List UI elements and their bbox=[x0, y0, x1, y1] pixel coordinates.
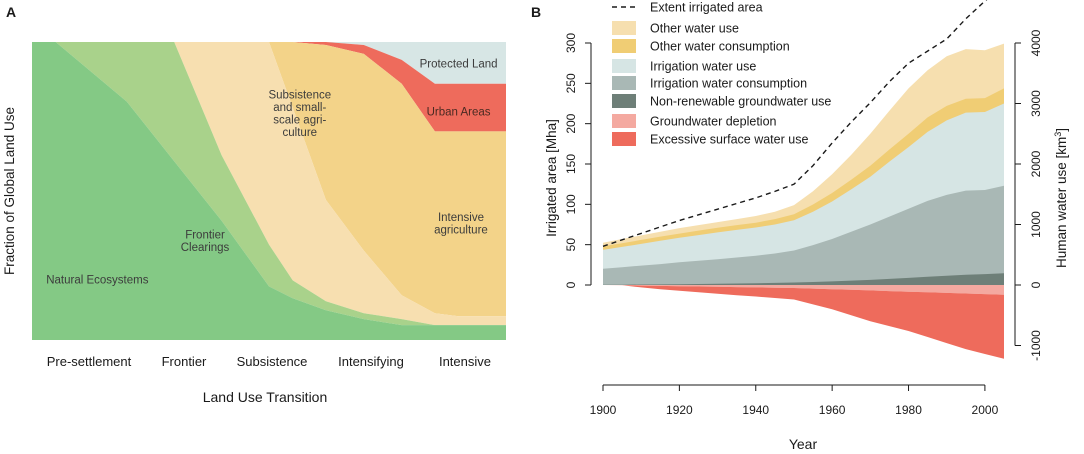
panel-b-right-y-axis-label: Human water use [km3] bbox=[1053, 128, 1069, 268]
region-label-line: culture bbox=[283, 127, 318, 139]
left-y-tick-label: 100 bbox=[564, 194, 578, 214]
panel-a-label: A bbox=[6, 4, 16, 20]
legend-swatch bbox=[612, 39, 636, 53]
right-axis-label-end: ] bbox=[1054, 128, 1069, 132]
region-frontier-area bbox=[32, 42, 506, 326]
legend-swatch bbox=[612, 132, 636, 146]
panel-b-area-layers bbox=[602, 0, 1004, 359]
left-y-tick-label: 200 bbox=[564, 113, 578, 133]
panel-a-area-layers bbox=[32, 42, 506, 340]
region-natural-area bbox=[32, 42, 506, 340]
region-subsistence-area bbox=[32, 42, 506, 326]
x-tick-label: 1940 bbox=[742, 403, 769, 417]
region-label-subsistence: Subsistence and small-scale agri-culture bbox=[268, 90, 331, 139]
legend-label: Irrigation water use bbox=[650, 60, 756, 74]
legend-item-irr_cons: Irrigation water consumption bbox=[612, 76, 807, 91]
legend-swatch bbox=[612, 21, 636, 35]
legend-item-extent: Extent irrigated area bbox=[612, 1, 763, 15]
panel-a-y-axis-label: Fraction of Global Land Use bbox=[2, 107, 17, 275]
region-label-line: Clearings bbox=[181, 242, 230, 254]
legend-swatch bbox=[612, 76, 636, 90]
legend-item-other_use: Other water use bbox=[612, 21, 739, 36]
region-label-line: Urban Areas bbox=[427, 107, 491, 119]
series-area-excess bbox=[603, 285, 1004, 359]
x-tick-label: 1920 bbox=[666, 403, 693, 417]
legend-label: Extent irrigated area bbox=[650, 1, 763, 15]
region-label-line: agriculture bbox=[434, 224, 488, 236]
region-label-line: and small- bbox=[273, 102, 326, 114]
category-label: Intensifying bbox=[338, 354, 404, 369]
series-area-nonrenew bbox=[603, 273, 1004, 285]
region-urban-area bbox=[32, 42, 506, 132]
panel-a-region-labels: Natural Ecosystems Frontier Clearings Subsi… bbox=[46, 58, 497, 286]
region-label-natural: Natural Ecosystems bbox=[46, 274, 149, 286]
region-label-line: Protected Land bbox=[420, 58, 498, 70]
legend-swatch bbox=[612, 94, 636, 108]
region-label-protected: Protected Land bbox=[420, 58, 498, 70]
panel-a-x-axis-label: Land Use Transition bbox=[203, 389, 328, 405]
legend-label: Irrigation water consumption bbox=[650, 77, 807, 91]
right-y-tick-label: -1000 bbox=[1029, 330, 1043, 361]
legend-item-other_cons: Other water consumption bbox=[612, 39, 790, 54]
x-tick-label: 1900 bbox=[590, 403, 617, 417]
region-protected-area bbox=[32, 42, 506, 84]
left-y-tick-label: 300 bbox=[564, 33, 578, 53]
legend-label: Excessive surface water use bbox=[650, 133, 808, 147]
left-y-tick-label: 0 bbox=[564, 281, 578, 288]
region-label-intensive: Intensive agriculture bbox=[434, 212, 488, 237]
right-y-tick-label: 3000 bbox=[1029, 90, 1043, 117]
legend-item-gw_depl: Groundwater depletion bbox=[612, 114, 777, 129]
panel-a-category-labels: Pre-settlement Frontier Subsistence Intensi… bbox=[47, 354, 491, 369]
panel-b-legend: Extent irrigated area Other water use Othe… bbox=[612, 1, 831, 147]
panel-b-x-axis-label: Year bbox=[789, 436, 818, 452]
category-label: Pre-settlement bbox=[47, 354, 132, 369]
left-y-tick-label: 150 bbox=[564, 154, 578, 174]
x-tick-label: 1980 bbox=[895, 403, 922, 417]
series-area-irr_cons bbox=[603, 185, 1004, 285]
region-label-line: Intensive bbox=[438, 212, 484, 224]
legend-label: Non-renewable groundwater use bbox=[650, 95, 831, 109]
left-y-tick-label: 50 bbox=[564, 238, 578, 252]
left-y-tick-label: 250 bbox=[564, 73, 578, 93]
x-tick-label: 1960 bbox=[819, 403, 846, 417]
category-label: Intensive bbox=[439, 354, 491, 369]
panel-b-water-use: B 0 50 100 150 200 250 300 -1000 0 1000 2000 3000 40… bbox=[531, 0, 1069, 452]
region-intensive-area bbox=[32, 42, 506, 317]
legend-swatch bbox=[612, 59, 636, 73]
region-label-urban: Urban Areas bbox=[427, 107, 491, 119]
legend-item-irr_use: Irrigation water use bbox=[612, 59, 756, 74]
right-axis-label-superscript: 3 bbox=[1053, 132, 1063, 137]
region-label-line: Frontier bbox=[185, 230, 225, 242]
series-area-gw_depl bbox=[603, 285, 1004, 295]
right-axis-label-main: Human water use [km bbox=[1054, 137, 1069, 268]
legend-item-excess: Excessive surface water use bbox=[612, 132, 808, 147]
category-label: Subsistence bbox=[237, 354, 308, 369]
right-y-tick-label: 4000 bbox=[1029, 29, 1043, 56]
right-y-tick-label: 1000 bbox=[1029, 211, 1043, 238]
panel-b-axes: 0 50 100 150 200 250 300 -1000 0 1000 2000 3000 4000… bbox=[564, 29, 1043, 417]
legend-label: Groundwater depletion bbox=[650, 115, 777, 129]
x-tick-label: 2000 bbox=[972, 403, 999, 417]
right-y-tick-label: 0 bbox=[1029, 281, 1043, 288]
right-y-tick-label: 2000 bbox=[1029, 150, 1043, 177]
region-label-line: Subsistence bbox=[268, 90, 331, 102]
panel-b-label: B bbox=[531, 4, 541, 20]
legend-item-nonrenew: Non-renewable groundwater use bbox=[612, 94, 831, 109]
region-label-frontier: Frontier Clearings bbox=[181, 230, 230, 255]
panel-b-left-y-axis-label: Irrigated area [Mha] bbox=[544, 119, 559, 237]
region-label-line: scale agri- bbox=[273, 115, 326, 127]
legend-swatch bbox=[612, 114, 636, 128]
legend-label: Other water consumption bbox=[650, 40, 790, 54]
region-label-line: Natural Ecosystems bbox=[46, 274, 149, 286]
legend-label: Other water use bbox=[650, 22, 739, 36]
category-label: Frontier bbox=[162, 354, 207, 369]
